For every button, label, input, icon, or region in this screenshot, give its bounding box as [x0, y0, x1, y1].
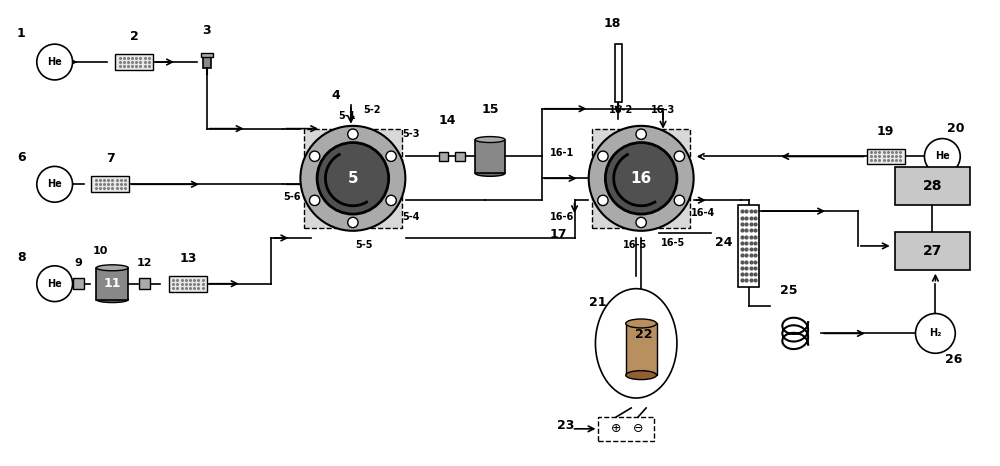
Bar: [615, 44, 622, 102]
Bar: [475, 139, 505, 173]
Text: 19: 19: [877, 124, 894, 137]
Circle shape: [386, 151, 396, 161]
Text: 16-1: 16-1: [550, 149, 574, 158]
Circle shape: [636, 129, 646, 139]
Text: 5-5: 5-5: [355, 240, 372, 250]
Bar: [139, 278, 150, 289]
Circle shape: [605, 143, 677, 214]
Bar: [455, 152, 465, 161]
Text: 3: 3: [202, 24, 211, 37]
Text: 24: 24: [715, 236, 732, 249]
Bar: [201, 53, 213, 57]
Text: He: He: [47, 179, 62, 189]
Circle shape: [300, 126, 405, 231]
Text: ⊖: ⊖: [633, 422, 643, 435]
FancyBboxPatch shape: [304, 129, 402, 227]
Text: 5-4: 5-4: [403, 212, 420, 222]
Circle shape: [674, 151, 685, 161]
Text: 16-3: 16-3: [651, 105, 675, 115]
Text: 15: 15: [481, 103, 499, 116]
Text: 20: 20: [947, 122, 965, 135]
Text: ⊕: ⊕: [611, 422, 622, 435]
Text: 17: 17: [550, 228, 567, 241]
Ellipse shape: [626, 319, 657, 328]
Bar: [895, 232, 970, 270]
Bar: [169, 276, 207, 292]
Circle shape: [636, 217, 646, 227]
Bar: [203, 56, 211, 68]
Circle shape: [598, 151, 608, 161]
Ellipse shape: [475, 171, 505, 176]
Circle shape: [386, 195, 396, 206]
Text: 5-2: 5-2: [363, 105, 380, 115]
Text: 11: 11: [104, 277, 121, 290]
Text: 7: 7: [106, 152, 115, 165]
Ellipse shape: [626, 370, 657, 380]
Text: 26: 26: [945, 353, 963, 366]
Text: 5-3: 5-3: [403, 129, 420, 138]
Text: 28: 28: [923, 179, 942, 193]
Circle shape: [309, 195, 320, 206]
Text: 9: 9: [75, 258, 82, 268]
Text: 16-4: 16-4: [691, 208, 715, 218]
Text: 1: 1: [17, 27, 26, 40]
Bar: [626, 323, 657, 375]
Text: 4: 4: [331, 89, 340, 102]
Circle shape: [348, 129, 358, 139]
Text: 27: 27: [923, 244, 942, 258]
Text: 16-6: 16-6: [550, 212, 574, 222]
Text: 23: 23: [557, 419, 575, 432]
Text: 16-5: 16-5: [623, 240, 648, 250]
Text: 22: 22: [635, 329, 653, 342]
Circle shape: [916, 314, 955, 353]
Ellipse shape: [595, 288, 677, 398]
Ellipse shape: [96, 297, 128, 302]
Text: He: He: [935, 151, 950, 161]
Text: He: He: [47, 279, 62, 289]
Text: 13: 13: [179, 252, 197, 265]
Circle shape: [37, 44, 73, 80]
Circle shape: [317, 143, 389, 214]
Bar: [439, 152, 448, 161]
Circle shape: [37, 266, 73, 302]
Circle shape: [37, 166, 73, 202]
Circle shape: [348, 217, 358, 227]
Ellipse shape: [475, 137, 505, 143]
Bar: [738, 205, 759, 287]
Text: 6: 6: [17, 151, 26, 164]
Bar: [96, 268, 128, 300]
Circle shape: [309, 151, 320, 161]
Text: 5: 5: [348, 171, 358, 186]
Ellipse shape: [96, 265, 128, 271]
Text: 10: 10: [93, 246, 108, 256]
Text: 12: 12: [136, 258, 152, 268]
Bar: [895, 167, 970, 205]
Bar: [867, 149, 905, 164]
Text: 18: 18: [603, 17, 621, 30]
Text: 16-2: 16-2: [609, 105, 634, 115]
Circle shape: [674, 195, 685, 206]
Text: 21: 21: [589, 295, 607, 308]
Circle shape: [589, 126, 694, 231]
Text: 5-6: 5-6: [283, 192, 301, 202]
FancyBboxPatch shape: [592, 129, 690, 227]
Bar: [73, 278, 84, 289]
Text: 2: 2: [130, 30, 139, 43]
Bar: [91, 176, 129, 192]
Text: 16: 16: [631, 171, 652, 186]
Text: 14: 14: [438, 114, 456, 127]
Text: 5-1: 5-1: [338, 111, 355, 121]
Text: 25: 25: [780, 284, 797, 297]
Text: 16-5: 16-5: [661, 238, 685, 248]
Bar: [598, 417, 654, 441]
Circle shape: [598, 195, 608, 206]
Text: He: He: [47, 57, 62, 67]
Circle shape: [924, 138, 960, 174]
Bar: [115, 54, 153, 70]
Text: H₂: H₂: [929, 329, 942, 338]
Text: 8: 8: [17, 251, 26, 264]
